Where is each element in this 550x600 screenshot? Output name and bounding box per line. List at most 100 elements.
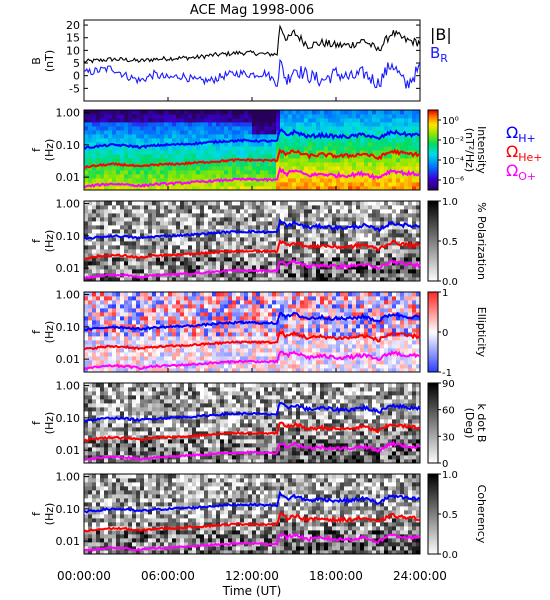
field-plot-area — [83, 19, 421, 102]
field-ylabel: B — [30, 57, 43, 65]
gyro-legend-he-plus: ΩHe+ — [506, 142, 543, 164]
coherency-colorbar-label: Coherency — [475, 485, 488, 544]
x-axis: 00:00:00 06:00:00 12:00:00 18:00:00 24:00:00 — [57, 97, 447, 583]
intensity-gyro-he-plus — [83, 148, 420, 169]
coherency-colorbar: 1.0 0.5 0.0 Coherency — [427, 470, 488, 561]
freq-ylabel: f — [30, 329, 43, 334]
kdotb-colorbar: 90 60 30 0 k dot B(Deg) — [427, 379, 488, 470]
freq-tick-label: 0.10 — [56, 412, 81, 425]
ellipticity-colorbar: 1 0 -1 Ellipticity — [427, 288, 488, 379]
colorbar-tick-label: 1.0 — [442, 197, 458, 208]
colorbar-tick-label: 10⁻⁶ — [442, 176, 464, 187]
panel-ellipticity: 1.00 0.10 0.01 f (Hz) 1 0 -1 Ellipticity — [30, 288, 488, 379]
kdotb-colorbar-unit: (Deg) — [463, 408, 476, 439]
panel-kdotb: 1.00 0.10 0.01 f (Hz) 90 60 30 0 k dot B(Deg) — [30, 379, 488, 470]
colorbar-tick-label: 60 — [442, 406, 455, 417]
ellipticity-gyro-o-plus — [83, 350, 421, 371]
panel-intensity: 1.00 0.10 0.01 f (Hz) 10⁰ 10⁻² 10⁻⁴ 10⁻⁶ Intensit… — [30, 107, 488, 191]
ellipticity-gyro-he-plus — [83, 330, 421, 351]
freq-tick-label: 0.01 — [56, 171, 81, 184]
legend-b-total: |B| — [430, 25, 452, 44]
freq-tick-label: 1.00 — [56, 471, 81, 484]
freq-tick-label: 0.01 — [56, 535, 81, 548]
freq-tick-label: 0.10 — [56, 139, 81, 152]
intensity-colorbar: 10⁰ 10⁻² 10⁻⁴ 10⁻⁶ Intensity(nT²/Hz) — [427, 109, 488, 191]
freq-ylabel: f — [30, 238, 43, 243]
gyro-legend-h-plus: ΩH+ — [506, 123, 536, 145]
freq-tick-label: 0.01 — [56, 262, 81, 275]
polarization-gyro-he-plus — [83, 238, 421, 260]
colorbar-tick-label: 0 — [442, 328, 448, 339]
freq-tick-label: 1.00 — [56, 107, 81, 120]
polarization-gyro-h-plus — [83, 217, 421, 241]
intensity-gyro-o-plus — [83, 166, 421, 189]
intensity-spectrogram — [84, 110, 421, 191]
kdotb-colorbar-label: k dot B — [475, 404, 488, 443]
colorbar-tick-label: 90 — [442, 379, 455, 390]
x-tick-label: 06:00:00 — [141, 569, 195, 583]
coherency-gyro-o-plus — [83, 532, 421, 553]
intensity-colorbar-label: Intensity — [475, 126, 488, 174]
colorbar-tick-label: 0.5 — [442, 510, 458, 521]
freq-tick-label: 0.01 — [56, 444, 81, 457]
colorbar-tick-label: -1 — [442, 368, 452, 379]
chart-title: ACE Mag 1998-006 — [190, 3, 314, 18]
colorbar-tick-label: 10⁻² — [442, 136, 464, 147]
field-series — [84, 24, 420, 89]
field-tick-label: 15 — [66, 32, 80, 45]
colorbar-tick-label: 30 — [442, 432, 455, 443]
x-tick-label: 18:00:00 — [309, 569, 363, 583]
colorbar-tick-label: 1 — [442, 288, 448, 299]
x-tick-label: 12:00:00 — [225, 569, 279, 583]
spectral-panels: 1.000.100.01f (Hz)10⁰10⁻²10⁻⁴10⁻⁶Intensit… — [30, 107, 488, 561]
freq-tick-label: 1.00 — [56, 380, 81, 393]
freq-yunit: (Hz) — [43, 139, 56, 162]
colorbar-tick-label: 0.5 — [442, 237, 458, 248]
freq-tick-label: 1.00 — [56, 289, 81, 302]
series-b-total — [84, 24, 420, 64]
colorbar-tick-label: 10⁻⁴ — [442, 156, 464, 167]
field-tick-label: -5 — [69, 82, 80, 95]
coherency-gyro-h-plus — [83, 490, 421, 514]
field-tick-label: 20 — [66, 19, 80, 32]
freq-yunit: (Hz) — [43, 321, 56, 344]
x-tick-label: 24:00:00 — [393, 569, 447, 583]
polarization-spectrogram — [84, 201, 421, 282]
ellipticity-spectrogram — [84, 292, 421, 373]
legend-b-r-main: B — [430, 44, 440, 62]
x-axis-label: Time (UT) — [222, 584, 282, 598]
freq-tick-label: 1.00 — [56, 198, 81, 211]
freq-tick-label: 0.10 — [56, 321, 81, 334]
intensity-colorbar-unit: (nT²/Hz) — [463, 128, 476, 172]
freq-yunit: (Hz) — [43, 503, 56, 526]
field-tick-label: 10 — [66, 44, 80, 57]
gyro-legend: ΩH+ΩHe+ΩO+ — [506, 123, 543, 183]
field-yunit: (nT) — [43, 50, 56, 72]
colorbar-tick-label: 0.0 — [442, 277, 458, 288]
legend-b-r-sub: R — [440, 52, 448, 65]
coherency-spectrogram — [84, 474, 421, 555]
gyro-legend-o-plus: ΩO+ — [506, 161, 536, 183]
ellipticity-colorbar-label: Ellipticity — [475, 307, 488, 358]
kdotb-gyro-o-plus — [83, 440, 421, 461]
freq-yunit: (Hz) — [43, 230, 56, 253]
panel-coherency: 1.00 0.10 0.01 f (Hz) 1.0 0.5 0.0 Coherency — [30, 470, 488, 561]
colorbar-tick-label: 0 — [442, 459, 448, 470]
polarization-gyro-o-plus — [83, 258, 421, 280]
freq-tick-label: 0.01 — [56, 353, 81, 366]
colorbar-tick-label: 1.0 — [442, 470, 458, 481]
kdotb-gyro-he-plus — [83, 421, 421, 442]
series-b-r — [84, 58, 420, 89]
ellipticity-gyro-h-plus — [83, 311, 420, 332]
freq-yunit: (Hz) — [43, 412, 56, 435]
x-tick-label: 00:00:00 — [57, 569, 111, 583]
freq-ylabel: f — [30, 147, 43, 152]
field-tick-label: 5 — [73, 57, 80, 70]
freq-tick-label: 0.10 — [56, 230, 81, 243]
freq-ylabel: f — [30, 420, 43, 425]
freq-ylabel: f — [30, 511, 43, 516]
coherency-gyro-he-plus — [83, 511, 421, 533]
